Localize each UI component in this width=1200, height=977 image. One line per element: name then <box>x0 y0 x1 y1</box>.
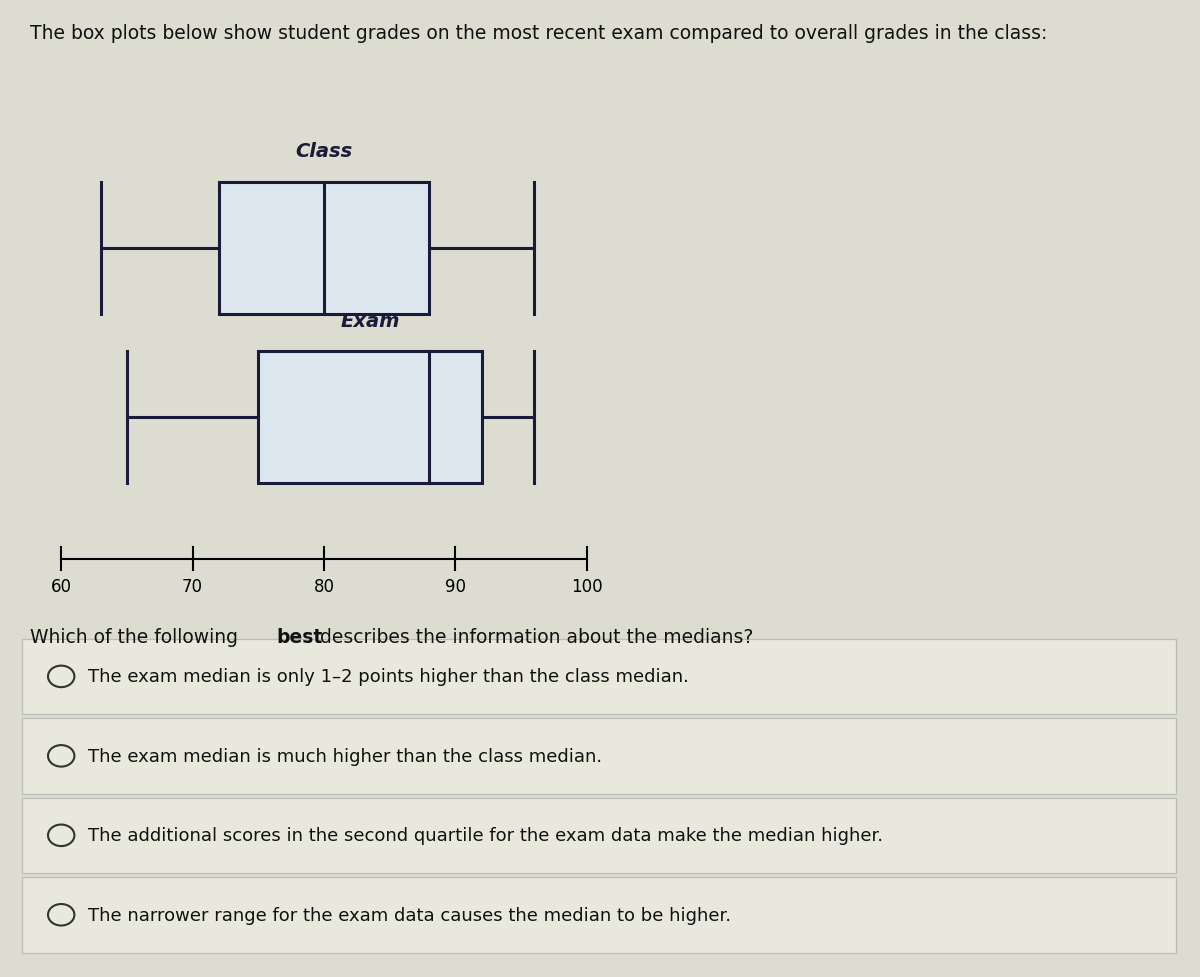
Text: Exam: Exam <box>341 312 400 330</box>
Text: 100: 100 <box>571 577 602 596</box>
Text: The exam median is much higher than the class median.: The exam median is much higher than the … <box>88 747 601 765</box>
Text: The narrower range for the exam data causes the median to be higher.: The narrower range for the exam data cau… <box>88 906 731 924</box>
Bar <box>218 183 430 315</box>
Text: best: best <box>276 627 323 646</box>
Text: The exam median is only 1–2 points higher than the class median.: The exam median is only 1–2 points highe… <box>88 667 689 686</box>
Text: The additional scores in the second quartile for the exam data make the median h: The additional scores in the second quar… <box>88 827 883 844</box>
Text: describes the information about the medians?: describes the information about the medi… <box>314 627 754 646</box>
Text: The box plots below show student grades on the most recent exam compared to over: The box plots below show student grades … <box>30 24 1048 43</box>
Text: 60: 60 <box>50 577 72 596</box>
Text: Which of the following: Which of the following <box>30 627 244 646</box>
Text: Class: Class <box>295 143 353 161</box>
Text: 90: 90 <box>445 577 466 596</box>
Text: 70: 70 <box>182 577 203 596</box>
Bar <box>258 352 481 484</box>
Text: 80: 80 <box>313 577 335 596</box>
